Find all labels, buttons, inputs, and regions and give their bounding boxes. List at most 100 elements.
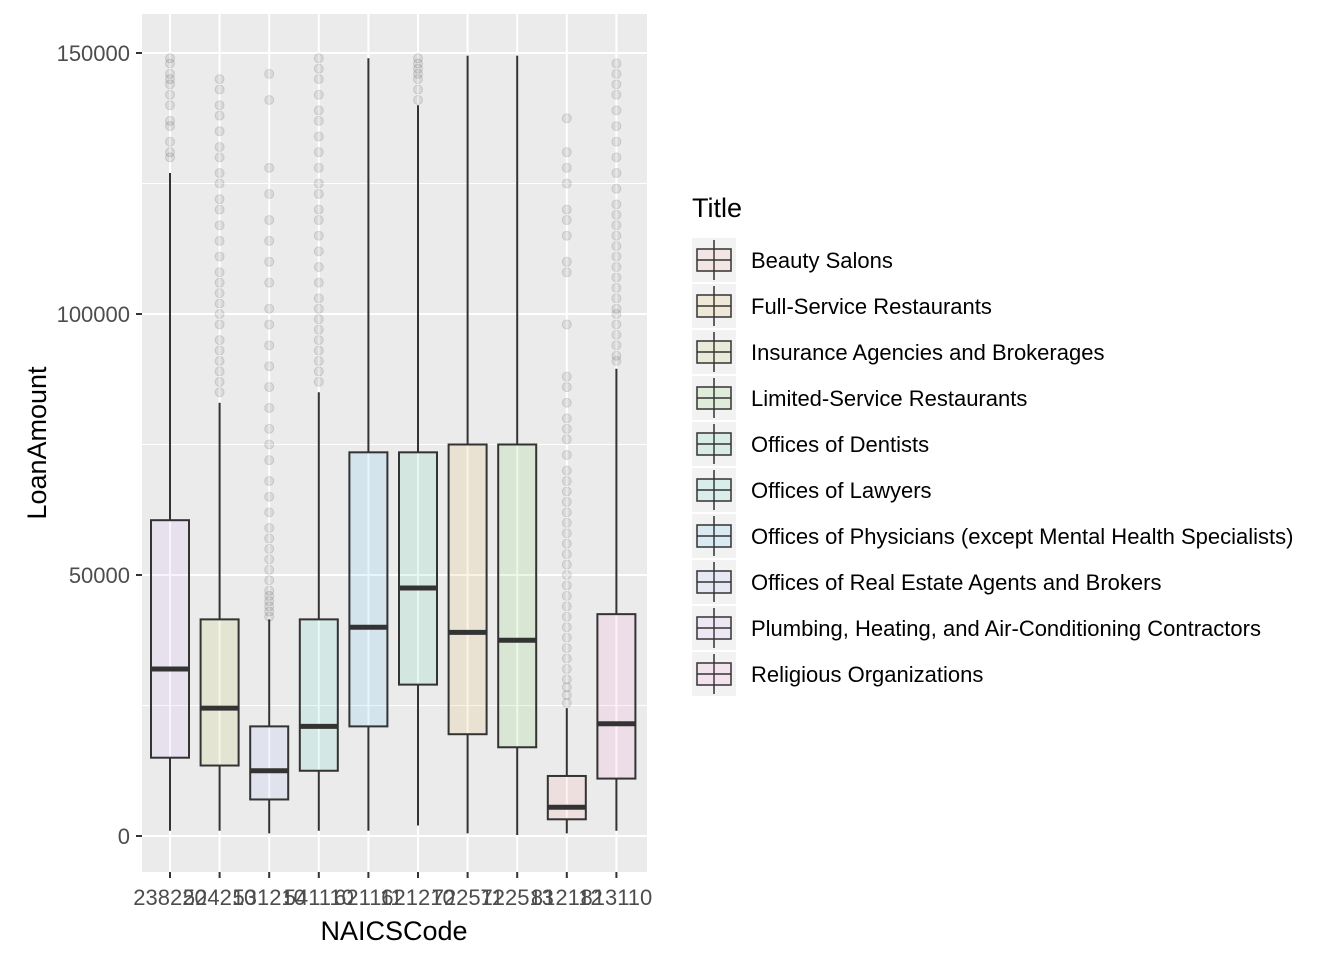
outlier-point [313, 178, 324, 189]
legend-label: Religious Organizations [751, 662, 983, 687]
outlier-point [561, 319, 572, 330]
outlier-point [214, 319, 225, 330]
outlier-point [264, 94, 275, 105]
outlier-point [611, 251, 622, 262]
y-tick-label: 0 [118, 824, 130, 849]
outlier-point [611, 230, 622, 241]
outlier-point [264, 507, 275, 518]
outlier-point [264, 601, 275, 612]
outlier-point [313, 188, 324, 199]
legend-label: Offices of Real Estate Agents and Broker… [751, 570, 1161, 595]
outlier-point [214, 141, 225, 152]
x-tick-label: 812112 [531, 885, 603, 910]
outlier-point [413, 53, 423, 64]
outlier-point [561, 697, 572, 708]
y-tick-label: 100000 [57, 302, 130, 327]
outlier-point [264, 575, 275, 586]
outlier-point [214, 152, 225, 163]
outlier-point [264, 188, 275, 199]
outlier-point [165, 115, 175, 126]
outlier-point [561, 147, 572, 158]
legend-item: Limited-Service Restaurants [692, 376, 1027, 420]
x-tick-label: 813110 [581, 885, 653, 910]
outlier-point [313, 246, 324, 257]
legend-item: Offices of Physicians (except Mental Hea… [692, 514, 1294, 558]
outlier-point [214, 110, 225, 121]
legend-item: Religious Organizations [692, 652, 983, 696]
outlier-point [611, 303, 622, 314]
outlier-point [165, 147, 175, 158]
x-tick-label: 238220 [133, 885, 206, 910]
x-tick-label: 722513 [480, 885, 553, 910]
outlier-point [561, 178, 572, 189]
outlier-point [165, 121, 175, 132]
outlier-point [611, 355, 622, 366]
outlier-point [611, 58, 622, 69]
outlier-point [214, 74, 225, 85]
outlier-point [313, 314, 324, 325]
box-body [447, 443, 488, 736]
outlier-point [264, 277, 275, 288]
outlier-point [611, 68, 622, 79]
outlier-point [214, 100, 225, 111]
outlier-point [214, 335, 225, 346]
outlier-point [611, 272, 622, 283]
outlier-point [264, 523, 275, 534]
outlier-point [264, 423, 275, 434]
outlier-point [165, 53, 175, 64]
box-722513 [497, 55, 538, 835]
outlier-point [561, 549, 572, 560]
outlier-point [214, 277, 225, 288]
outlier-point [611, 105, 622, 116]
outlier-point [561, 476, 572, 487]
outlier-point [413, 94, 423, 105]
outlier-point [264, 402, 275, 413]
outlier-point [214, 194, 225, 205]
x-tick-label: 531210 [232, 885, 305, 910]
x-tick-label: 541110 [284, 885, 354, 910]
outlier-point [561, 559, 572, 570]
outlier-point [214, 168, 225, 179]
legend-label: Offices of Lawyers [751, 478, 932, 503]
legend-label: Insurance Agencies and Brokerages [751, 340, 1104, 365]
box-body [497, 443, 538, 749]
y-axis: 0 50000 100000 150000 [57, 41, 142, 849]
outlier-point [214, 84, 225, 95]
outlier-point [214, 345, 225, 356]
outlier-point [165, 74, 175, 85]
outlier-point [264, 162, 275, 173]
outlier-point [561, 590, 572, 601]
outlier-point [561, 423, 572, 434]
legend-label: Offices of Physicians (except Mental Hea… [751, 524, 1294, 549]
outlier-point [264, 382, 275, 393]
outlier-point [561, 449, 572, 460]
box-body [596, 613, 637, 780]
legend-item: Offices of Real Estate Agents and Broker… [692, 560, 1161, 604]
outlier-point [165, 58, 175, 69]
box-621111 [348, 58, 389, 831]
outlier-point [611, 89, 622, 100]
outlier-point [611, 329, 622, 340]
box-541110 [298, 53, 339, 831]
outlier-point [413, 74, 423, 85]
outlier-point [165, 68, 175, 79]
outlier-point [561, 465, 572, 476]
box-813110 [596, 58, 637, 831]
legend-item: Offices of Dentists [692, 422, 929, 466]
x-tick-label: 722511 [432, 885, 504, 910]
outlier-point [313, 162, 324, 173]
outlier-point [561, 230, 572, 241]
outlier-point [561, 632, 572, 643]
outlier-point [611, 340, 622, 351]
outlier-point [313, 345, 324, 356]
legend-item: Offices of Lawyers [692, 468, 932, 512]
outlier-point [313, 53, 324, 64]
outlier-point [264, 491, 275, 502]
legend-item: Full-Service Restaurants [692, 284, 992, 328]
outlier-point [165, 100, 175, 111]
outlier-point [611, 319, 622, 330]
outlier-point [561, 371, 572, 382]
outlier-point [611, 293, 622, 304]
legend-label: Plumbing, Heating, and Air-Conditioning … [751, 616, 1261, 641]
